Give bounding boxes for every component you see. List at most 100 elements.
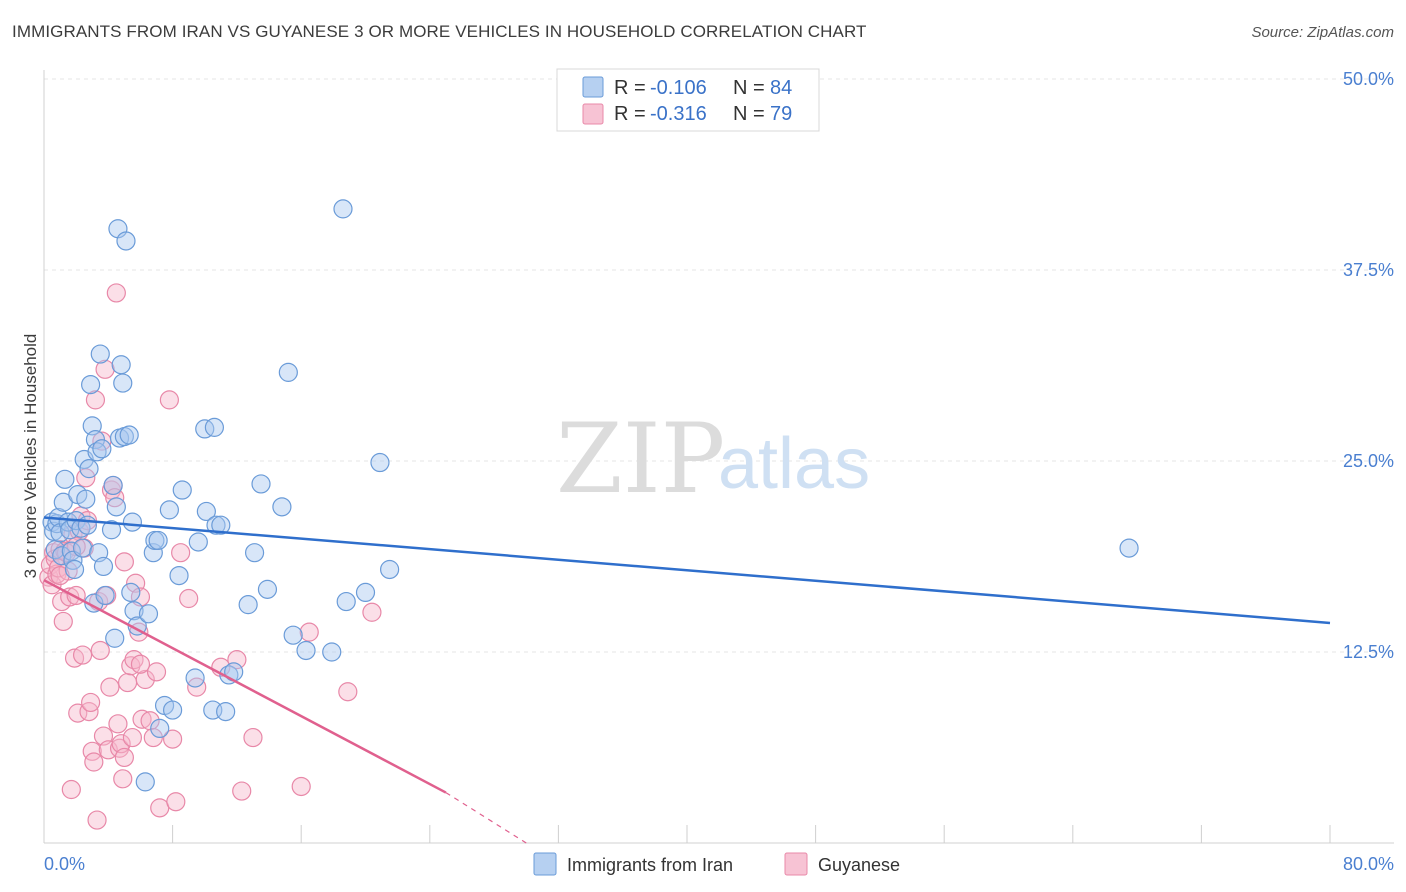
y-tick-labels: 12.5% 25.0% 37.5% 50.0% [1343,69,1394,662]
iran-point [72,538,93,558]
y-tick-label: 25.0% [1343,451,1394,471]
bottom-legend-label-guyanese: Guyanese [818,855,900,875]
watermark-atlas: atlas [718,424,870,504]
guyanese-point [171,543,191,563]
legend-n-value-guyanese: 79 [770,103,792,125]
guyanese-point [106,283,126,303]
iran-point [296,640,316,661]
iran-point [113,373,133,393]
iran-point [1119,538,1139,558]
iran-point [77,515,98,535]
guyanese-point [113,769,133,789]
iran-point [92,439,112,459]
iran-point [278,362,298,382]
y-tick-label: 50.0% [1343,69,1394,89]
guyanese-point [232,781,252,801]
guyanese-point [166,792,186,812]
iran-point [163,700,183,720]
x-tick-label-min: 0.0% [44,854,85,874]
guyanese-point [85,390,106,410]
guyanese-point [90,640,110,661]
iran-point [95,585,115,606]
source-label: Source: ZipAtlas.com [1251,24,1394,41]
guyanese-point [338,682,358,702]
iran-point [185,668,205,688]
iran-point [90,344,110,364]
iran-point [52,546,72,566]
iran-point [121,582,141,603]
x-tick-label-max: 80.0% [1343,854,1394,874]
guyanese-trend-line [43,579,447,794]
iran-point [81,375,101,395]
iran-point [322,642,342,662]
iran-trend-line [43,516,1331,625]
bottom-legend-swatch-guyanese [784,852,808,876]
iran-point [101,520,122,540]
iran-point [204,417,224,437]
guyanese-point [362,602,382,622]
trend-lines [43,516,1331,844]
watermark-zip: ZIP [556,403,725,515]
iran-point [159,500,179,520]
iran-point [211,515,231,535]
guyanese-point [150,798,170,818]
guyanese-point [243,727,263,748]
iran-point [116,231,136,251]
legend-swatch-iran [582,76,604,98]
guyanese-point [130,654,151,674]
iran-point [143,543,163,563]
series-legend: Immigrants from Iran Guyanese [533,852,900,876]
iran-point [79,459,99,479]
iran-point [106,497,126,517]
iran-point [336,591,356,612]
iran-point [283,625,303,645]
iran-point [380,559,400,580]
legend-r-value-iran: -0.106 [650,77,707,99]
iran-point [188,532,208,552]
guyanese-point [87,810,107,830]
iran-point [55,469,75,489]
iran-point [122,512,143,532]
iran-point [195,419,215,439]
grid-lines [44,78,1394,653]
iran-point [251,474,271,494]
y-axis-label: 3 or more Vehicles in Household [21,334,40,579]
guyanese-point [159,390,179,410]
iran-point [244,543,265,563]
guyanese-point [291,776,311,797]
iran-point [257,579,278,599]
legend-r-value-guyanese: -0.316 [650,103,707,125]
guyanese-point [61,779,81,800]
watermark: ZIP atlas [556,403,870,515]
guyanese-point [108,714,128,734]
iran-points [42,199,1139,792]
guyanese-point [227,650,247,670]
legend-n-label-guyanese: N = [733,103,765,125]
guyanese-point [50,565,70,586]
iran-point [64,559,85,580]
guyanese-point [72,645,93,665]
x-ticks [172,825,1331,843]
guyanese-point [299,622,319,642]
legend-n-label-iran: N = [733,77,765,99]
iran-point [105,628,125,648]
iran-point [76,489,96,509]
legend-n-value-iran: 84 [770,77,792,99]
iran-point [148,530,168,551]
guyanese-point [122,727,143,748]
guyanese-point [179,588,199,609]
guyanese-point [132,709,152,729]
axes [43,70,1394,844]
guyanese-trend-extension [445,792,527,844]
guyanese-point [163,729,183,749]
iran-point [355,582,376,603]
guyanese-point [100,677,120,697]
iran-point [103,475,123,496]
guyanese-point [53,611,73,632]
iran-point [272,497,292,517]
iran-point [124,601,144,621]
iran-point [138,604,159,624]
iran-point [119,425,139,445]
chart-title: IMMIGRANTS FROM IRAN VS GUYANESE 3 OR MO… [12,22,867,41]
